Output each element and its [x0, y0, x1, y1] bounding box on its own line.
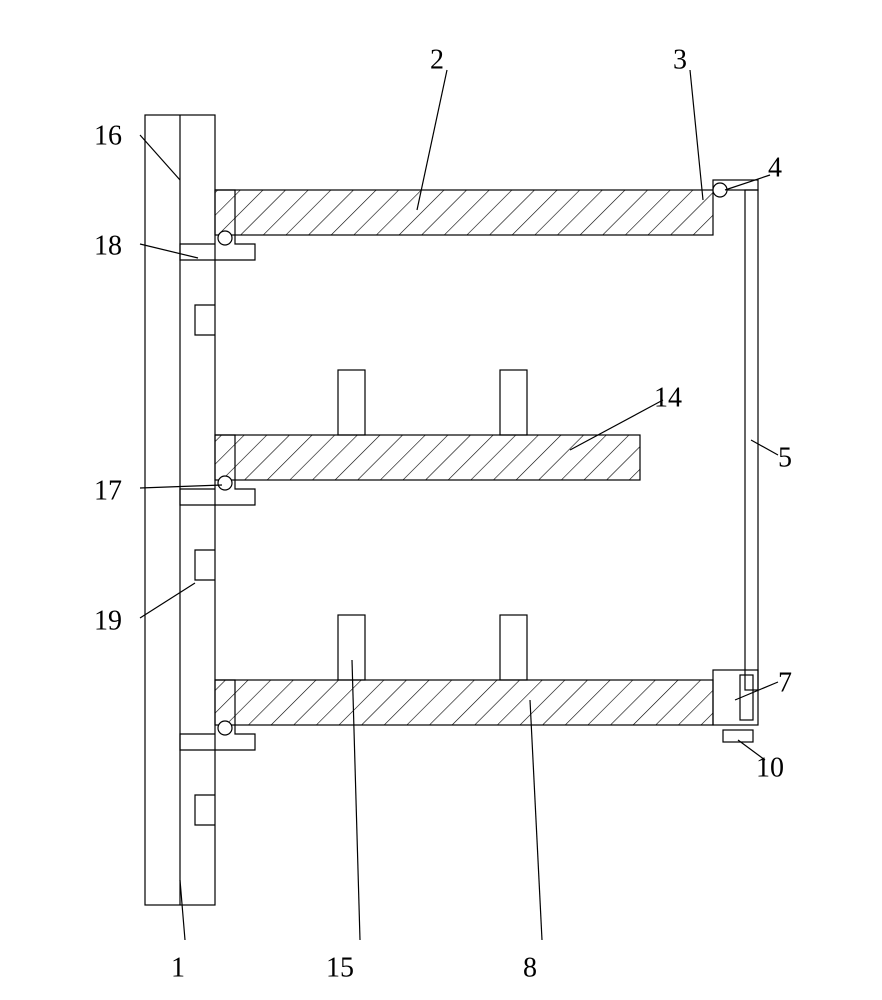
label-16-leader: [140, 135, 180, 180]
label-14-text: 14: [654, 382, 682, 413]
label-5: 5: [751, 440, 792, 473]
label-10: 10: [738, 740, 784, 783]
label-4-leader: [725, 175, 770, 190]
label-16-text: 16: [94, 120, 122, 151]
label-5-text: 5: [778, 442, 792, 473]
top-beam: [215, 190, 713, 235]
label-18-text: 18: [94, 230, 122, 261]
label-2: 2: [417, 44, 447, 210]
post-mid-a: [338, 370, 365, 435]
post-mid-b: [500, 370, 527, 435]
label-16: 16: [94, 120, 180, 180]
label-1: 1: [171, 880, 185, 983]
label-18: 18: [94, 230, 198, 261]
label-7: 7: [735, 667, 792, 700]
label-4-text: 4: [768, 152, 782, 183]
mid-beam: [215, 435, 640, 480]
label-8: 8: [523, 700, 542, 983]
label-15-text: 15: [326, 952, 354, 983]
label-7-leader: [735, 682, 778, 700]
label-2-leader: [417, 70, 447, 210]
notch-left-top: [195, 305, 215, 335]
label-1-leader: [180, 880, 185, 940]
pivot-top-right: [713, 183, 727, 197]
label-17-text: 17: [94, 475, 122, 506]
bottom-beam: [215, 680, 713, 725]
right-frame-bot: [713, 670, 758, 725]
notch-left-mid: [195, 550, 215, 580]
notch-left-bot: [195, 795, 215, 825]
label-4: 4: [725, 152, 782, 190]
label-17-leader: [140, 485, 222, 488]
label-2-text: 2: [430, 44, 444, 75]
label-3-text: 3: [673, 44, 687, 75]
label-17: 17: [94, 475, 222, 506]
pivot-mid-left: [218, 476, 232, 490]
label-5-leader: [751, 440, 778, 455]
label-3: 3: [673, 44, 703, 200]
label-3-leader: [690, 70, 703, 200]
pivot-bot-left: [218, 721, 232, 735]
post-bot-b: [500, 615, 527, 680]
pivot-top-left: [218, 231, 232, 245]
label-7-text: 7: [778, 667, 792, 698]
label-8-text: 8: [523, 952, 537, 983]
label-10-text: 10: [756, 752, 784, 783]
label-19-leader: [140, 583, 195, 618]
label-19-text: 19: [94, 605, 122, 636]
label-18-leader: [140, 244, 198, 258]
post-bot-a: [338, 615, 365, 680]
label-1-text: 1: [171, 952, 185, 983]
label-8-leader: [530, 700, 542, 940]
